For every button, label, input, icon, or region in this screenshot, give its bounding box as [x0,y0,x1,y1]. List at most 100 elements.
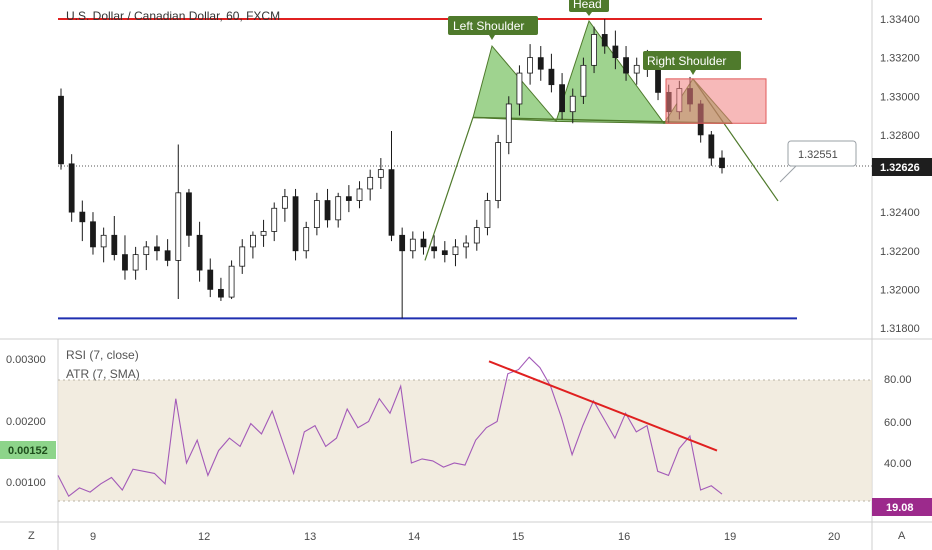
candle-body [516,72,523,105]
time-tick-label: 15 [512,531,524,543]
candle-body [250,234,256,248]
candle-body [505,103,512,143]
candle-body [186,192,192,236]
candle-body [281,196,288,209]
candle-body [154,246,160,252]
svg-text:Left Shoulder: Left Shoulder [453,19,524,33]
candle-body [463,242,470,248]
candle-body [495,142,502,201]
candle-body [612,45,619,59]
candle-body [143,246,150,256]
price-axis-ticks: 1.33400 1.33200 1.33000 1.32800 1.32400 1.322… [880,14,920,335]
candle-body [441,250,448,256]
candle-body [591,34,597,66]
candle-body [239,246,246,267]
time-tick-label: 9 [90,531,96,543]
rsi-band [58,380,872,501]
candle-body [260,231,267,236]
svg-text:19.08: 19.08 [886,502,914,514]
resistance-line-group [58,18,872,320]
pattern-entry-leg [424,117,474,261]
candle-body [271,207,278,232]
pattern-overlays [665,78,767,124]
candle-body [537,57,544,70]
rsi-legend: RSI (7, close) [66,348,139,362]
candle-body [484,200,491,228]
time-axis-z-button[interactable]: Z [28,530,35,542]
candle-body [303,227,310,252]
svg-text:1.32551: 1.32551 [798,149,838,161]
time-axis-ticks: 9 12 13 14 15 16 19 20 [90,531,840,543]
price-tick-label: 1.31800 [880,323,920,335]
svg-text:80.00: 80.00 [884,374,912,386]
right-shoulder-label: Right Shoulder [643,51,741,75]
svg-text:0.00152: 0.00152 [8,445,48,457]
candle-body [228,265,235,298]
candle-body [548,68,555,86]
time-axis-a-button[interactable]: A [898,530,906,542]
chart-title: U.S. Dollar / Canadian Dollar, 60, FXCM [66,9,280,23]
candle-body [100,234,107,248]
svg-text:0.00300: 0.00300 [6,354,46,366]
candle-body [111,234,118,256]
left-shoulder-triangle [472,44,558,122]
candle-body [345,196,352,201]
svg-text:1.32626: 1.32626 [880,162,920,174]
candle-body [452,246,459,256]
price-tick-label: 1.32000 [880,284,920,296]
entry-zone [665,78,767,124]
time-tick-label: 13 [304,531,316,543]
atr-legend: ATR (7, SMA) [66,367,140,381]
candle-body [569,95,576,113]
candle-body [527,57,533,74]
price-tick-label: 1.32200 [880,246,920,258]
time-tick-label: 12 [198,531,210,543]
candle-body [58,95,64,165]
time-tick-label: 20 [828,531,840,543]
candle-body [324,200,331,221]
candle-body [399,234,406,252]
last-price-badge: 1.32626 [872,158,932,176]
candle-body [356,188,363,201]
candle-body [313,200,320,228]
left-shoulder-label: Left Shoulder [448,16,538,40]
candle-body [377,169,384,178]
candle-body [335,196,342,221]
time-tick-label: 16 [618,531,630,543]
candle-body [68,163,75,213]
indicator-right-axis: 80.00 60.00 40.00 [884,374,912,470]
time-tick-label: 19 [724,531,736,543]
svg-text:0.00100: 0.00100 [6,477,46,489]
candle-body [409,238,416,252]
candle-body [79,211,86,223]
rsi-divergence-trendline [488,360,718,452]
candle-body [175,192,182,261]
candle-body [473,227,480,244]
candle-body [623,57,629,74]
candle-body [367,176,374,190]
svg-text:Head: Head [573,0,602,11]
time-tick-label: 14 [408,531,420,543]
candle-body [431,246,438,252]
right-rsi-badge: 19.08 [872,498,932,516]
candle-body [164,250,171,261]
indicator-left-axis: 0.00300 0.00200 0.00100 [6,354,46,489]
candle-body [196,234,203,271]
head-label: Head [569,0,609,16]
svg-text:Right Shoulder: Right Shoulder [647,54,726,68]
left-atr-badge: 0.00152 [0,441,56,459]
candle-body [122,254,128,271]
price-tick-label: 1.33000 [880,91,920,103]
candle-body [708,134,715,159]
price-tick-label: 1.32400 [880,207,920,219]
svg-text:40.00: 40.00 [884,458,912,470]
price-tick-label: 1.33200 [880,53,920,65]
candle-body [132,254,139,271]
price-tick-label: 1.32800 [880,130,920,142]
candle-body [719,157,725,169]
candle-body [633,64,640,74]
candle-body [420,238,427,248]
target-callout: 1.32551 [779,140,857,183]
candle-body [601,34,608,47]
